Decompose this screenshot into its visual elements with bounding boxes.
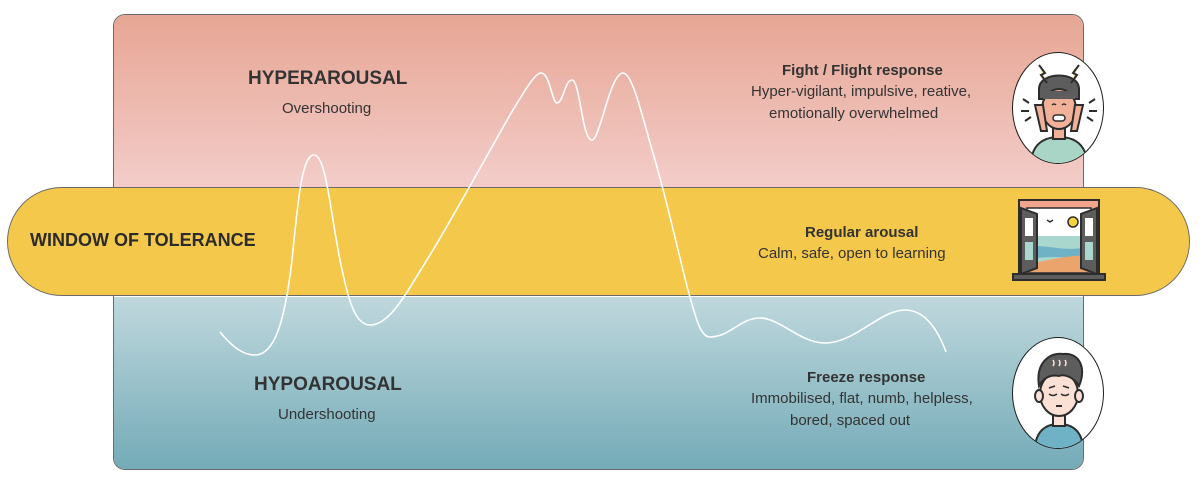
freeze-line-1: Immobilised, flat, numb, helpless, <box>751 390 973 407</box>
regular-arousal-line-1: Calm, safe, open to learning <box>758 245 946 262</box>
freeze-line-2: bored, spaced out <box>790 412 911 429</box>
fight-flight-line-2: emotionally overwhelmed <box>769 105 939 122</box>
tired-person-icon <box>1012 337 1104 449</box>
hyperarousal-title: HYPERAROUSAL <box>248 68 408 89</box>
fight-flight-title: Fight / Flight response <box>782 62 943 79</box>
stressed-person-icon <box>1012 52 1104 164</box>
window-of-tolerance-title: WINDOW OF TOLERANCE <box>30 230 256 250</box>
hypoarousal-title: HYPOAROUSAL <box>254 374 402 395</box>
freeze-title: Freeze response <box>807 369 926 386</box>
hyperarousal-subtitle: Overshooting <box>282 100 372 117</box>
hypoarousal-subtitle: Undershooting <box>278 406 376 423</box>
hyperarousal-zone <box>114 15 1083 189</box>
fight-flight-line-1: Hyper-vigilant, impulsive, reative, <box>751 83 972 100</box>
open-window-beach-icon <box>1011 198 1107 284</box>
regular-arousal-title: Regular arousal <box>805 224 919 241</box>
